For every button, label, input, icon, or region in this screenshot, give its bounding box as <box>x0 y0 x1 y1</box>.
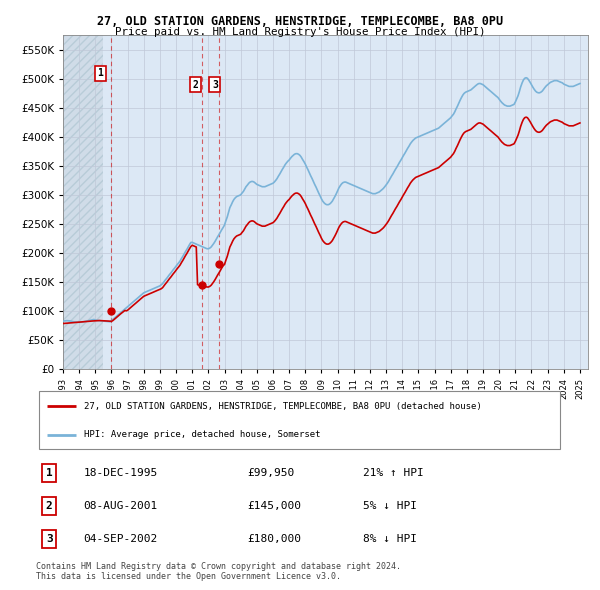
Text: 1: 1 <box>97 68 103 78</box>
Text: 1: 1 <box>46 468 53 478</box>
Text: 18-DEC-1995: 18-DEC-1995 <box>83 468 158 478</box>
Text: 3: 3 <box>212 80 218 90</box>
Text: 3: 3 <box>46 534 53 544</box>
Text: 27, OLD STATION GARDENS, HENSTRIDGE, TEMPLECOMBE, BA8 0PU (detached house): 27, OLD STATION GARDENS, HENSTRIDGE, TEM… <box>83 402 481 411</box>
Text: HPI: Average price, detached house, Somerset: HPI: Average price, detached house, Some… <box>83 430 320 439</box>
Text: 27, OLD STATION GARDENS, HENSTRIDGE, TEMPLECOMBE, BA8 0PU: 27, OLD STATION GARDENS, HENSTRIDGE, TEM… <box>97 15 503 28</box>
Bar <box>63 35 103 369</box>
Text: 04-SEP-2002: 04-SEP-2002 <box>83 534 158 544</box>
Text: £99,950: £99,950 <box>247 468 295 478</box>
Text: £145,000: £145,000 <box>247 501 301 511</box>
Text: 2: 2 <box>193 80 199 90</box>
Text: 08-AUG-2001: 08-AUG-2001 <box>83 501 158 511</box>
Text: 2: 2 <box>46 501 53 511</box>
Text: Contains HM Land Registry data © Crown copyright and database right 2024.
This d: Contains HM Land Registry data © Crown c… <box>36 562 401 581</box>
Text: 8% ↓ HPI: 8% ↓ HPI <box>364 534 418 544</box>
Text: 21% ↑ HPI: 21% ↑ HPI <box>364 468 424 478</box>
Text: Price paid vs. HM Land Registry's House Price Index (HPI): Price paid vs. HM Land Registry's House … <box>115 27 485 37</box>
Text: £180,000: £180,000 <box>247 534 301 544</box>
FancyBboxPatch shape <box>38 391 560 450</box>
Text: 5% ↓ HPI: 5% ↓ HPI <box>364 501 418 511</box>
